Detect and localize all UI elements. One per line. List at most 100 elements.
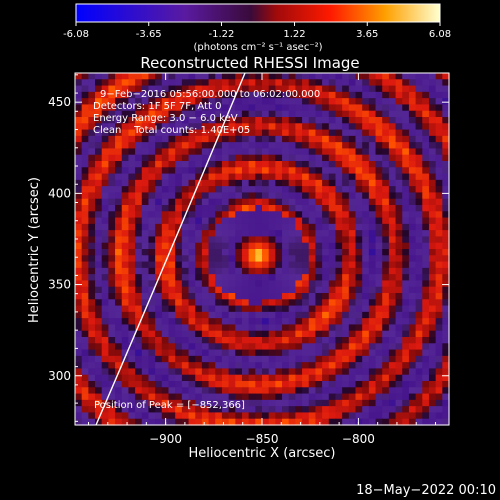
heatmap-cell <box>121 85 130 93</box>
heatmap-cell <box>328 154 337 162</box>
heatmap-cell <box>241 217 250 225</box>
heatmap-cell <box>342 223 350 231</box>
heatmap-cell <box>408 280 417 288</box>
heatmap-cell <box>435 198 443 206</box>
heatmap-cell <box>201 311 210 319</box>
heatmap-cell <box>368 110 377 118</box>
heatmap-cell <box>402 406 410 414</box>
heatmap-cell <box>101 362 109 370</box>
heatmap-cell <box>342 91 350 99</box>
heatmap-cell <box>155 242 163 250</box>
heatmap-cell <box>395 179 403 187</box>
heatmap-cell <box>201 286 210 294</box>
heatmap-cell <box>228 343 236 351</box>
heatmap-cell <box>415 192 423 200</box>
heatmap-cell <box>235 192 243 200</box>
heatmap-cell <box>342 161 350 168</box>
heatmap-cell <box>121 192 130 200</box>
heatmap-cell <box>308 381 317 388</box>
heatmap-cell <box>362 387 370 395</box>
heatmap-cell <box>121 399 130 407</box>
heatmap-cell <box>302 267 310 275</box>
heatmap-cell <box>208 91 216 99</box>
heatmap-cell <box>121 211 130 219</box>
heatmap-cell <box>428 217 437 225</box>
heatmap-cell <box>415 349 423 357</box>
heatmap-cell <box>81 91 89 99</box>
heatmap-cell <box>262 274 270 282</box>
heatmap-cell <box>342 104 350 112</box>
heatmap-cell <box>328 98 337 106</box>
heatmap-cell <box>148 123 156 131</box>
heatmap-cell <box>195 173 203 181</box>
heatmap-cell <box>335 286 343 294</box>
heatmap-cell <box>428 223 437 231</box>
heatmap-cell <box>375 261 383 269</box>
heatmap-cell <box>155 148 163 156</box>
heatmap-cell <box>335 173 343 181</box>
heatmap-cell <box>81 110 89 118</box>
heatmap-cell <box>328 393 337 401</box>
heatmap-cell <box>395 236 403 244</box>
heatmap-cell <box>375 387 383 395</box>
heatmap-cell <box>315 198 323 206</box>
heatmap-cell <box>228 305 236 313</box>
heatmap-cell <box>228 129 236 137</box>
heatmap-cell <box>188 337 196 344</box>
heatmap-cell <box>221 274 230 282</box>
heatmap-cell <box>208 318 216 326</box>
heatmap-cell <box>355 255 363 263</box>
heatmap-cell <box>368 337 377 344</box>
heatmap-cell <box>328 192 337 200</box>
heatmap-cell <box>81 192 89 200</box>
heatmap-cell <box>282 318 290 326</box>
heatmap-cell <box>241 399 250 407</box>
heatmap-cell <box>288 236 296 244</box>
heatmap-cell <box>415 148 423 156</box>
heatmap-cell <box>221 318 230 326</box>
heatmap-cell <box>302 280 310 288</box>
heatmap-cell <box>248 186 256 194</box>
heatmap-cell <box>255 167 263 175</box>
heatmap-cell <box>395 249 403 256</box>
heatmap-cell <box>141 330 150 338</box>
heatmap-cell <box>121 249 130 256</box>
heatmap-cell <box>228 148 236 156</box>
heatmap-cell <box>415 305 423 313</box>
heatmap-cell <box>148 249 156 256</box>
heatmap-cell <box>88 167 96 175</box>
heatmap-cell <box>161 393 170 401</box>
heatmap-cell <box>402 286 410 294</box>
heatmap-cell <box>241 123 250 131</box>
heatmap-cell <box>101 311 109 319</box>
heatmap-cell <box>235 293 243 300</box>
heatmap-cell <box>95 355 103 363</box>
heatmap-cell <box>168 98 176 106</box>
heatmap-cell <box>315 412 323 420</box>
heatmap-cell <box>328 337 337 344</box>
heatmap-cell <box>262 293 270 300</box>
heatmap-cell <box>255 98 263 106</box>
heatmap-cell <box>335 330 343 338</box>
heatmap-cell <box>155 249 163 256</box>
heatmap-cell <box>335 393 343 401</box>
heatmap-cell <box>155 154 163 162</box>
heatmap-cell <box>435 387 443 395</box>
heatmap-cell <box>161 167 170 175</box>
heatmap-cell <box>335 142 343 150</box>
heatmap-cell <box>128 343 136 351</box>
heatmap-cell <box>282 349 290 357</box>
heatmap-cell <box>402 399 410 407</box>
heatmap-cell <box>322 406 330 414</box>
heatmap-cell <box>241 261 250 269</box>
heatmap-cell <box>328 85 337 93</box>
heatmap-cell <box>288 267 296 275</box>
heatmap-cell <box>195 261 203 269</box>
heatmap-cell <box>355 98 363 106</box>
heatmap-cell <box>295 123 303 131</box>
heatmap-cell <box>88 311 96 319</box>
heatmap-cell <box>355 387 363 395</box>
heatmap-cell <box>101 142 109 150</box>
heatmap-cell <box>208 110 216 118</box>
